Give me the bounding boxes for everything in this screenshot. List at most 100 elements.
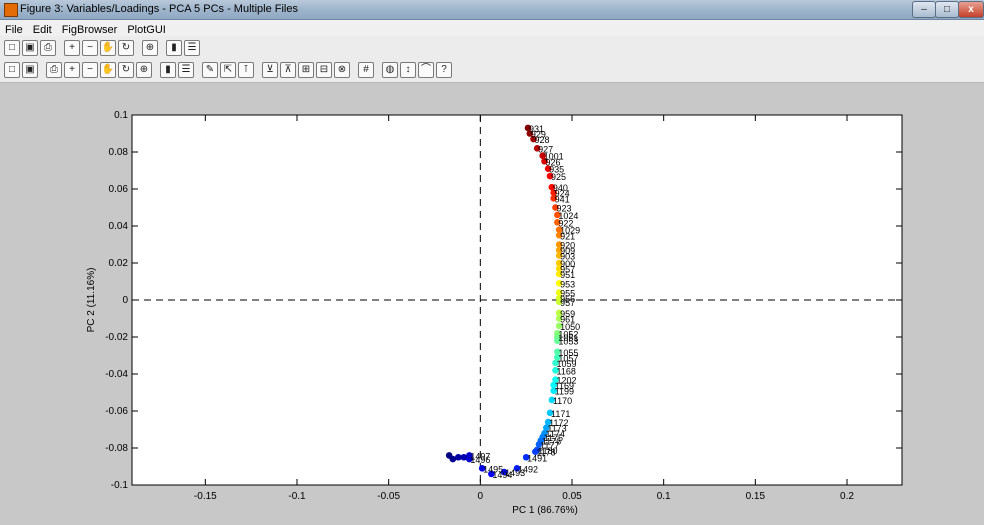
data-point bbox=[554, 219, 561, 226]
data-point bbox=[541, 157, 548, 165]
legend-icon[interactable]: ☰ bbox=[184, 40, 200, 56]
data-point bbox=[555, 289, 563, 296]
point-label: 1491 bbox=[527, 453, 547, 463]
data-point bbox=[552, 204, 559, 211]
y-tick-label: 0.08 bbox=[109, 147, 129, 158]
y-tick-label: -0.1 bbox=[111, 480, 129, 491]
label-x-icon[interactable]: + bbox=[64, 62, 80, 78]
point-label: 941 bbox=[555, 194, 570, 204]
point-label: 1052 bbox=[558, 329, 578, 339]
data-point bbox=[546, 409, 554, 417]
data-point bbox=[533, 145, 541, 152]
rotate-icon[interactable]: ↻ bbox=[118, 40, 134, 56]
menu-plotgui[interactable]: PlotGUI bbox=[127, 24, 166, 36]
include-icon[interactable]: ⊟ bbox=[316, 62, 332, 78]
x-tick-label: 0.05 bbox=[562, 491, 582, 502]
point-label: 1051 bbox=[558, 333, 578, 343]
point-label: 923 bbox=[557, 204, 572, 214]
exclude-icon[interactable]: ⊞ bbox=[298, 62, 314, 78]
title-bar: Figure 3: Variables/Loadings - PCA 5 PCs… bbox=[0, 0, 984, 20]
point-label: 903 bbox=[560, 252, 575, 262]
y-tick-label: 0 bbox=[122, 295, 128, 306]
menu-figbrowser[interactable]: FigBrowser bbox=[61, 24, 118, 36]
paint-icon[interactable]: ↕ bbox=[400, 62, 416, 78]
zoom-out-icon[interactable]: − bbox=[82, 40, 98, 56]
loadings-plot: -0.15 -0.1 -0.05 0 0.05 0.1 0.15 0.2 -0.1 -0.08 -0… bbox=[86, 110, 903, 516]
axis-icon[interactable]: ✋ bbox=[100, 62, 116, 78]
point-label: 1174 bbox=[546, 429, 565, 439]
arrow-icon[interactable]: ✎ bbox=[202, 62, 218, 78]
down-icon[interactable]: # bbox=[358, 62, 374, 78]
data-cursor-icon[interactable]: ⊕ bbox=[142, 40, 158, 56]
data-point bbox=[555, 280, 563, 287]
y-tick-label: -0.06 bbox=[105, 406, 128, 417]
grid-icon[interactable]: ▮ bbox=[160, 62, 176, 78]
point-label: 953 bbox=[560, 279, 575, 289]
matlab-icon bbox=[4, 3, 18, 17]
highlight-icon[interactable]: ⊼ bbox=[280, 62, 296, 78]
x-tick-label: -0.15 bbox=[194, 491, 217, 502]
point-label: 1495 bbox=[483, 464, 503, 474]
colorbar-icon[interactable]: ▮ bbox=[166, 40, 182, 56]
menu-edit[interactable]: Edit bbox=[32, 24, 52, 36]
point-label: 951 bbox=[560, 270, 575, 280]
data-point bbox=[554, 337, 561, 344]
figure-toolbar: □ ▣ ⎙ + − ✋ ↻ ⊕ ▮ ☰ bbox=[0, 36, 984, 59]
class-icon[interactable]: ⊕ bbox=[136, 62, 152, 78]
point-label: 925 bbox=[551, 172, 566, 182]
split-icon[interactable]: ↻ bbox=[118, 62, 134, 78]
help-icon[interactable]: ◍ bbox=[382, 62, 398, 78]
edit-plot-icon[interactable]: □ bbox=[4, 62, 20, 78]
maximize-button[interactable]: □ bbox=[935, 1, 959, 18]
histogram-icon[interactable]: ⊗ bbox=[334, 62, 350, 78]
point-label: 1168 bbox=[557, 366, 576, 376]
point-label: 927 bbox=[538, 144, 553, 154]
data-point bbox=[550, 189, 557, 196]
print-icon[interactable]: ⎙ bbox=[40, 40, 56, 56]
point-label: 1202 bbox=[557, 376, 577, 386]
spreadsheet-icon[interactable]: ? bbox=[436, 62, 452, 78]
point-label: 1050 bbox=[560, 322, 580, 332]
new-icon[interactable]: □ bbox=[4, 40, 20, 56]
plotgui-toolbar: □ ▣ ⎙ + − ✋ ↻ ⊕ ▮ ☰ ✎ ⇱ ⊺ ⊻ ⊼ ⊞ ⊟ ⊗ # ◍ ↕ ⌒? bbox=[0, 58, 984, 83]
data-point bbox=[552, 367, 559, 374]
close-button[interactable]: x bbox=[958, 1, 984, 18]
data-point bbox=[526, 130, 534, 137]
data-point bbox=[554, 348, 561, 356]
data-point bbox=[535, 441, 543, 448]
y-tick-label: -0.02 bbox=[105, 332, 128, 343]
y-tick-label: 0.1 bbox=[114, 110, 128, 121]
label-icon[interactable]: ⎙ bbox=[46, 62, 62, 78]
data-point bbox=[555, 309, 563, 317]
label-y-icon[interactable]: − bbox=[82, 62, 98, 78]
minimize-button[interactable]: – bbox=[912, 1, 936, 18]
point-label: 961 bbox=[560, 315, 575, 325]
menu-bar: File Edit FigBrowser PlotGUI bbox=[0, 20, 984, 36]
y-tick-label: -0.08 bbox=[105, 443, 128, 454]
point-label: 1178 bbox=[536, 448, 555, 458]
point-label: 935 bbox=[549, 165, 564, 175]
point-label: 957 bbox=[560, 265, 575, 275]
peak-icon[interactable]: ⇱ bbox=[220, 62, 236, 78]
data-point bbox=[532, 448, 539, 456]
zoom-in-icon[interactable]: + bbox=[64, 40, 80, 56]
point-label: 1059 bbox=[557, 359, 577, 369]
save-icon[interactable]: ▣ bbox=[22, 40, 38, 56]
point-label: 1176 bbox=[542, 437, 561, 447]
data-point bbox=[460, 453, 468, 461]
data-point bbox=[522, 453, 530, 461]
pan-icon[interactable]: ✋ bbox=[100, 40, 116, 56]
x-tick-label: 0.2 bbox=[840, 491, 854, 502]
point-label: 926 bbox=[546, 157, 561, 167]
color-icon[interactable]: ☰ bbox=[178, 62, 194, 78]
select-icon[interactable]: ▣ bbox=[22, 62, 38, 78]
data-point bbox=[555, 226, 563, 233]
tools-icon[interactable]: ⊻ bbox=[262, 62, 278, 78]
menu-file[interactable]: File bbox=[5, 24, 23, 36]
point-label: 1171 bbox=[551, 409, 570, 419]
table-icon[interactable]: ⌒ bbox=[418, 62, 434, 78]
point-label: 1055 bbox=[558, 348, 578, 358]
data-point bbox=[555, 270, 563, 278]
data-point bbox=[554, 354, 561, 361]
query-icon[interactable]: ⊺ bbox=[238, 62, 254, 78]
